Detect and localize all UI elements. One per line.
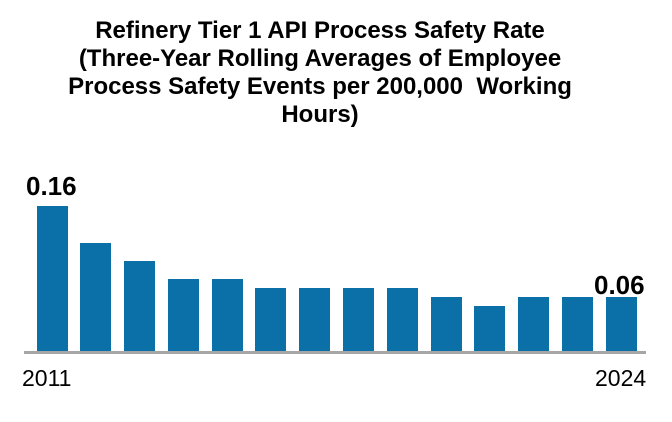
chart-title-line-3: Process Safety Events per 200,000 Workin… — [68, 73, 572, 100]
x-tick-label-first-year: 2011 — [22, 365, 72, 391]
bar-2016 — [255, 288, 287, 352]
bar-2017 — [299, 288, 331, 352]
bar-2023 — [561, 297, 593, 352]
bar-2015 — [211, 279, 243, 352]
x-tick-label-last-year: 2024 — [595, 365, 647, 391]
bar-2013 — [124, 260, 156, 352]
bar-2022 — [518, 297, 550, 352]
data-label-first-value: 0.16 — [26, 171, 77, 201]
bar-2024 — [605, 297, 637, 352]
bar-2014 — [167, 279, 199, 352]
bar-2021 — [474, 306, 506, 352]
chart-title-line-4: Hours) — [281, 101, 359, 128]
bar-2012 — [80, 242, 112, 352]
bar-2011 — [36, 206, 68, 352]
chart-title-line-2: (Three-Year Rolling Averages of Employee — [78, 45, 562, 72]
data-label-last-value: 0.06 — [594, 270, 645, 300]
x-axis-line — [24, 351, 646, 354]
chart-title: Refinery Tier 1 API Process Safety Rate … — [0, 17, 640, 129]
bar-2018 — [342, 288, 374, 352]
bar-2019 — [386, 288, 418, 352]
bar-2020 — [430, 297, 462, 352]
chart-title-line-1: Refinery Tier 1 API Process Safety Rate — [95, 17, 545, 44]
